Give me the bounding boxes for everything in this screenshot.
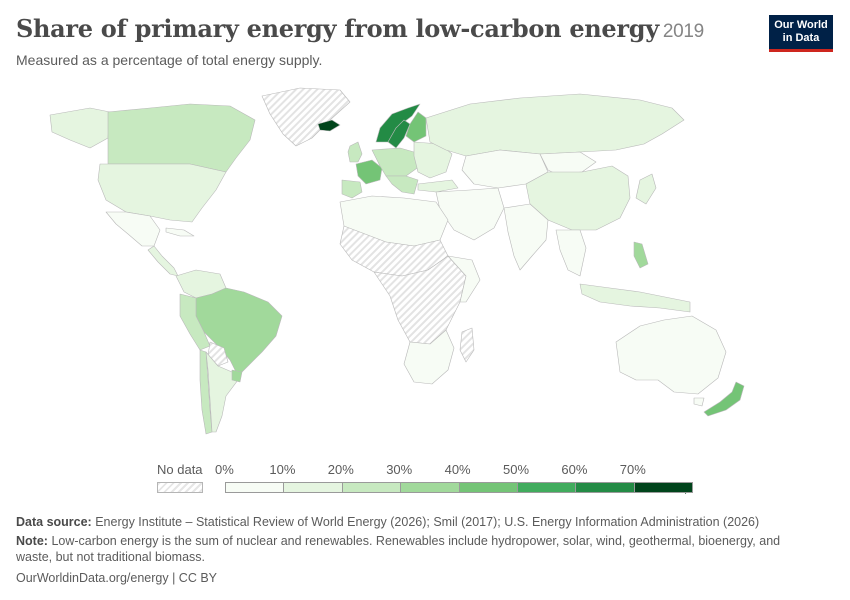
region-italy-balkans[interactable] bbox=[385, 175, 419, 195]
region-argentina[interactable] bbox=[205, 351, 239, 433]
region-japan[interactable] bbox=[635, 173, 657, 205]
legend-tick-2: 20% bbox=[327, 462, 354, 477]
title-text: Share of primary energy from low-carbon … bbox=[16, 14, 659, 43]
region-central-europe[interactable] bbox=[371, 147, 421, 177]
region-east-africa[interactable] bbox=[447, 255, 481, 303]
legend-no-data-label: No data bbox=[157, 462, 203, 477]
legend-bin-0[interactable] bbox=[225, 482, 285, 493]
chart-title: Share of primary energy from low-carbon … bbox=[16, 14, 704, 43]
legend-tick-4: 40% bbox=[444, 462, 471, 477]
region-southeast-asia[interactable] bbox=[555, 229, 587, 277]
legend-tick-0: 0% bbox=[215, 462, 234, 477]
region-india[interactable] bbox=[503, 203, 549, 271]
region-mexico[interactable] bbox=[105, 211, 161, 247]
source-label: Data source: bbox=[16, 515, 92, 529]
region-cuba[interactable] bbox=[165, 227, 195, 237]
legend-bin-6[interactable] bbox=[575, 482, 635, 493]
region-united-kingdom[interactable] bbox=[347, 141, 363, 163]
legend: No data 0% 10% 20% 30% 40% 50% 60% 70% bbox=[0, 455, 850, 500]
region-australia[interactable] bbox=[615, 315, 727, 395]
region-canada[interactable] bbox=[107, 103, 256, 173]
region-southern-africa[interactable] bbox=[403, 329, 455, 385]
region-alaska[interactable] bbox=[49, 107, 111, 149]
legend-tick-1: 10% bbox=[269, 462, 296, 477]
region-greenland[interactable] bbox=[261, 87, 351, 147]
region-madagascar[interactable] bbox=[459, 327, 475, 363]
logo-line-2: in Data bbox=[782, 32, 820, 44]
region-philippines[interactable] bbox=[633, 241, 649, 269]
data-source: Data source: Energy Institute – Statisti… bbox=[16, 514, 816, 530]
legend-bin-4[interactable] bbox=[458, 482, 518, 493]
chart-note: Note: Low-carbon energy is the sum of nu… bbox=[16, 533, 816, 565]
legend-bin-7[interactable] bbox=[633, 482, 694, 493]
region-middle-east[interactable] bbox=[435, 187, 505, 241]
legend-tick-3: 30% bbox=[386, 462, 413, 477]
legend-bin-3[interactable] bbox=[400, 482, 460, 493]
region-central-america[interactable] bbox=[147, 245, 179, 277]
note-text: Low-carbon energy is the sum of nuclear … bbox=[16, 534, 781, 564]
region-iceland[interactable] bbox=[317, 119, 341, 132]
region-united-states[interactable] bbox=[97, 163, 227, 223]
region-central-africa[interactable] bbox=[373, 255, 467, 345]
region-tasmania[interactable] bbox=[693, 397, 705, 407]
region-iberia[interactable] bbox=[341, 179, 363, 199]
region-russia[interactable] bbox=[425, 93, 685, 157]
title-year: 2019 bbox=[662, 21, 704, 42]
legend-tick-6: 60% bbox=[561, 462, 588, 477]
region-indonesia[interactable] bbox=[579, 283, 691, 313]
legend-tick-5: 50% bbox=[503, 462, 530, 477]
legend-bin-1[interactable] bbox=[283, 482, 343, 493]
legend-no-data-swatch[interactable] bbox=[157, 482, 203, 493]
chart-subtitle: Measured as a percentage of total energy… bbox=[16, 52, 323, 68]
owid-logo[interactable]: Our World in Data bbox=[769, 15, 833, 52]
region-france[interactable] bbox=[355, 159, 383, 185]
region-turkey[interactable] bbox=[417, 179, 459, 193]
legend-tick-7: 70% bbox=[619, 462, 646, 477]
region-new-zealand[interactable] bbox=[703, 381, 745, 417]
source-url[interactable]: OurWorldinData.org/energy | CC BY bbox=[16, 571, 218, 585]
legend-bin-5[interactable] bbox=[517, 482, 577, 493]
note-label: Note: bbox=[16, 534, 48, 548]
world-map bbox=[49, 87, 745, 435]
legend-bin-2[interactable] bbox=[341, 482, 402, 493]
region-finland[interactable] bbox=[405, 111, 427, 143]
logo-line-1: Our World bbox=[774, 19, 828, 31]
region-brazil[interactable] bbox=[195, 287, 283, 377]
source-text: Energy Institute – Statistical Review of… bbox=[95, 515, 760, 529]
region-uruguay[interactable] bbox=[231, 369, 243, 383]
